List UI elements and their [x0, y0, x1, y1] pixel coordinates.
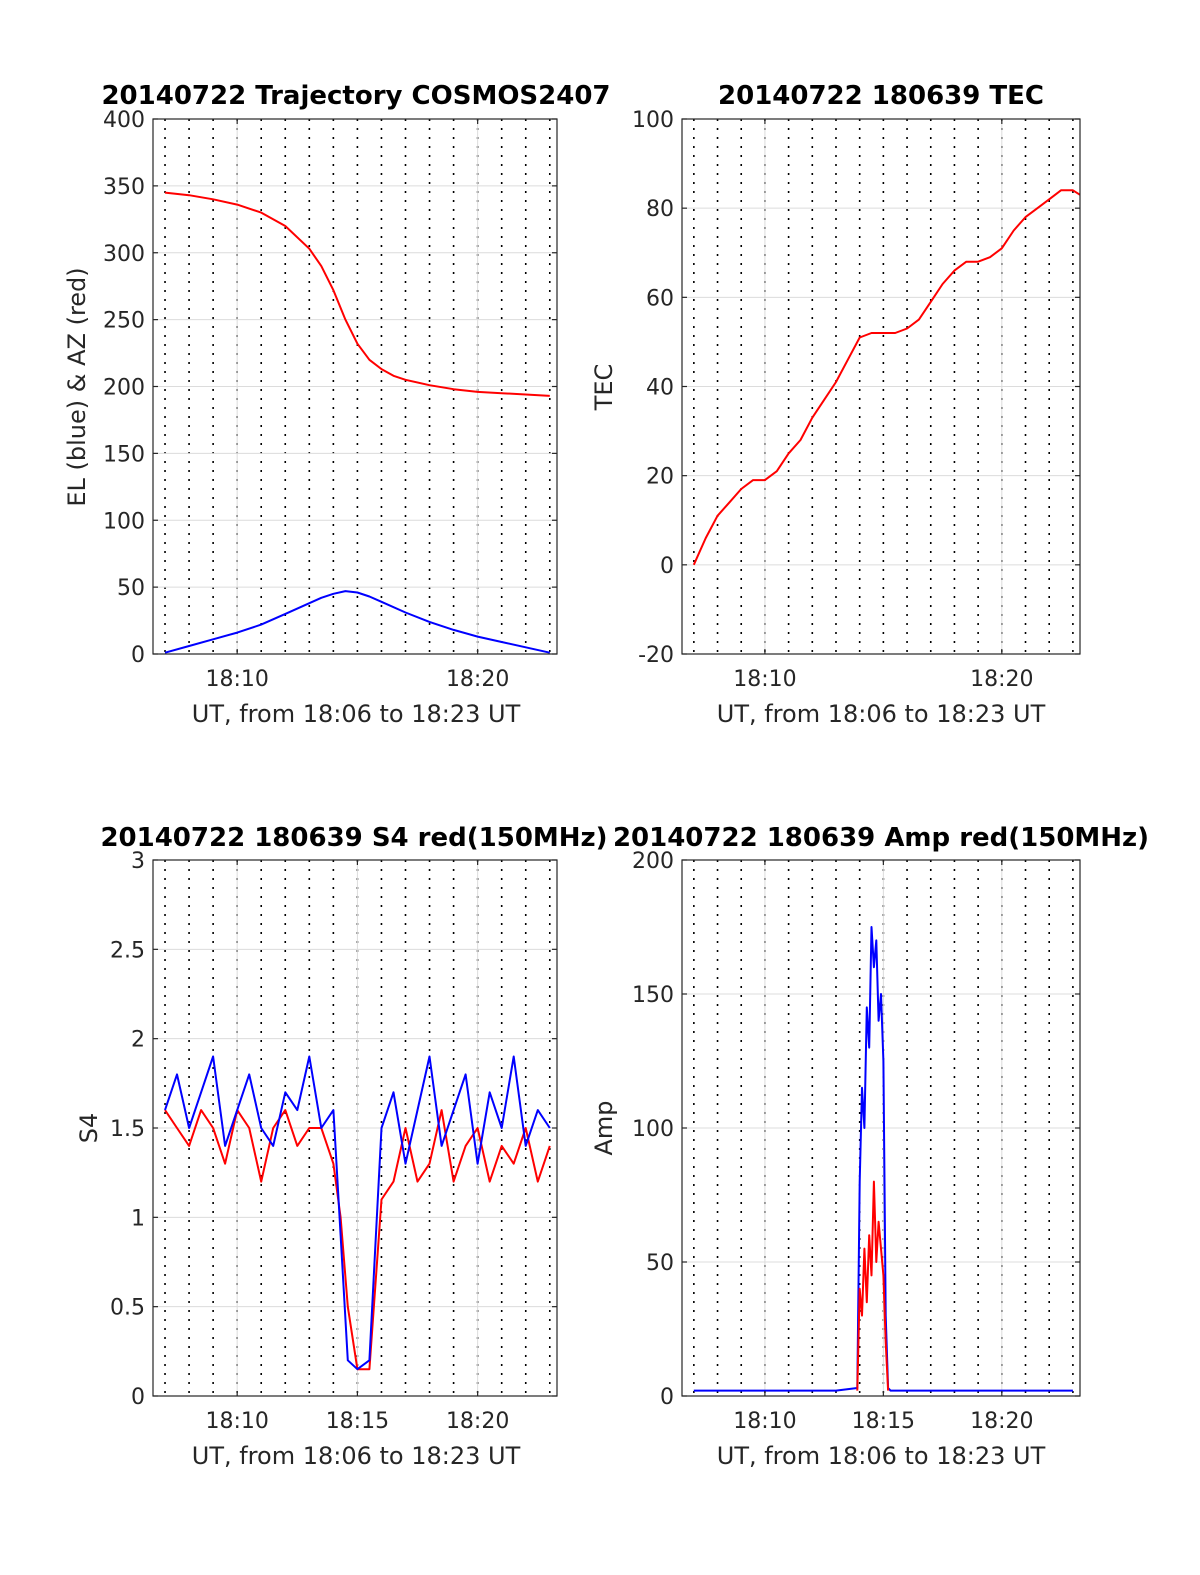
y-tick-label: 150: [103, 442, 145, 467]
y-tick-label: 2: [131, 1028, 145, 1053]
x-tick-label: 18:20: [446, 667, 509, 692]
x-tick-label: 18:20: [446, 1409, 509, 1434]
y-tick-label: 1.5: [110, 1117, 145, 1142]
xlabel-s4: UT, from 18:06 to 18:23 UT: [192, 1442, 521, 1470]
panel-s4: 20140722 180639 S4 red(150MHz) S4 UT, fr…: [75, 823, 608, 1470]
y-tick-label: 100: [632, 1117, 674, 1142]
y-tick-label: 300: [103, 242, 145, 267]
y-tick-label: 80: [646, 197, 674, 222]
plot-s4: 0 0.5 1 1.5 2 2.5 3 18:10 18:15 18:20: [110, 849, 558, 1434]
xlabel-amp: UT, from 18:06 to 18:23 UT: [717, 1442, 1046, 1470]
xlabel-tec: UT, from 18:06 to 18:23 UT: [717, 700, 1046, 728]
series-line-0: [164, 1109, 551, 1371]
panel-tec: 20140722 180639 TEC TEC UT, from 18:06 t…: [590, 81, 1081, 728]
title-tec: 20140722 180639 TEC: [718, 81, 1044, 111]
y-tick-label: 100: [632, 108, 674, 133]
plot-tec: -20 0 20 40 60 80 100 18:10 18:20: [632, 108, 1081, 692]
y-tick-label: 0: [131, 1385, 145, 1410]
ylabel-amp: Amp: [590, 1100, 618, 1155]
series-line-0: [164, 191, 550, 397]
y-tick-label: 200: [632, 849, 674, 874]
ylabel-tec: TEC: [590, 364, 618, 412]
x-tick-label: 18:20: [970, 667, 1033, 692]
xlabel-trajectory: UT, from 18:06 to 18:23 UT: [192, 700, 521, 728]
y-tick-label: 0: [131, 643, 145, 668]
panel-trajectory: 20140722 Trajectory COSMOS2407 EL (blue)…: [63, 81, 611, 728]
plot-amp: 0 50 100 150 200 18:10 18:15 18:20: [632, 849, 1081, 1434]
y-tick-label: -20: [638, 643, 674, 668]
y-tick-label: 400: [103, 108, 145, 133]
series-line-1: [856, 1180, 890, 1391]
y-tick-label: 20: [646, 465, 674, 490]
y-tick-label: 200: [103, 376, 145, 401]
panel-amp: 20140722 180639 Amp red(150MHz) Amp UT, …: [590, 823, 1149, 1470]
y-tick-label: 40: [646, 376, 674, 401]
series-line-0: [693, 926, 1073, 1392]
x-tick-label: 18:10: [205, 1409, 268, 1434]
y-tick-label: 50: [646, 1251, 674, 1276]
series-line-1: [164, 1055, 551, 1371]
series-line-0: [692, 189, 1081, 566]
y-tick-label: 150: [632, 983, 674, 1008]
x-tick-label: 18:10: [733, 1409, 796, 1434]
y-tick-label: 0: [660, 1385, 674, 1410]
y-tick-label: 350: [103, 175, 145, 200]
y-tick-label: 1: [131, 1206, 145, 1231]
x-tick-label: 18:10: [733, 667, 796, 692]
y-tick-label: 60: [646, 286, 674, 311]
title-amp: 20140722 180639 Amp red(150MHz): [613, 823, 1149, 853]
plot-trajectory: 0 50 100 150 200 250 300 350 400 18:10 18:20: [103, 108, 558, 692]
y-tick-label: 0: [660, 554, 674, 579]
ylabel-trajectory: EL (blue) & AZ (red): [63, 267, 91, 506]
title-trajectory: 20140722 Trajectory COSMOS2407: [101, 81, 610, 111]
y-tick-label: 3: [131, 849, 145, 874]
ylabel-s4: S4: [75, 1113, 103, 1144]
x-tick-label: 18:10: [205, 667, 268, 692]
x-tick-label: 18:20: [970, 1409, 1033, 1434]
y-tick-label: 0.5: [110, 1296, 145, 1321]
title-s4: 20140722 180639 S4 red(150MHz): [100, 823, 607, 853]
y-tick-label: 2.5: [110, 938, 145, 963]
y-tick-label: 250: [103, 309, 145, 334]
x-tick-label: 18:15: [852, 1409, 915, 1434]
y-tick-label: 100: [103, 509, 145, 534]
series-line-1: [164, 590, 551, 654]
x-tick-label: 18:15: [326, 1409, 389, 1434]
y-tick-label: 50: [117, 576, 145, 601]
